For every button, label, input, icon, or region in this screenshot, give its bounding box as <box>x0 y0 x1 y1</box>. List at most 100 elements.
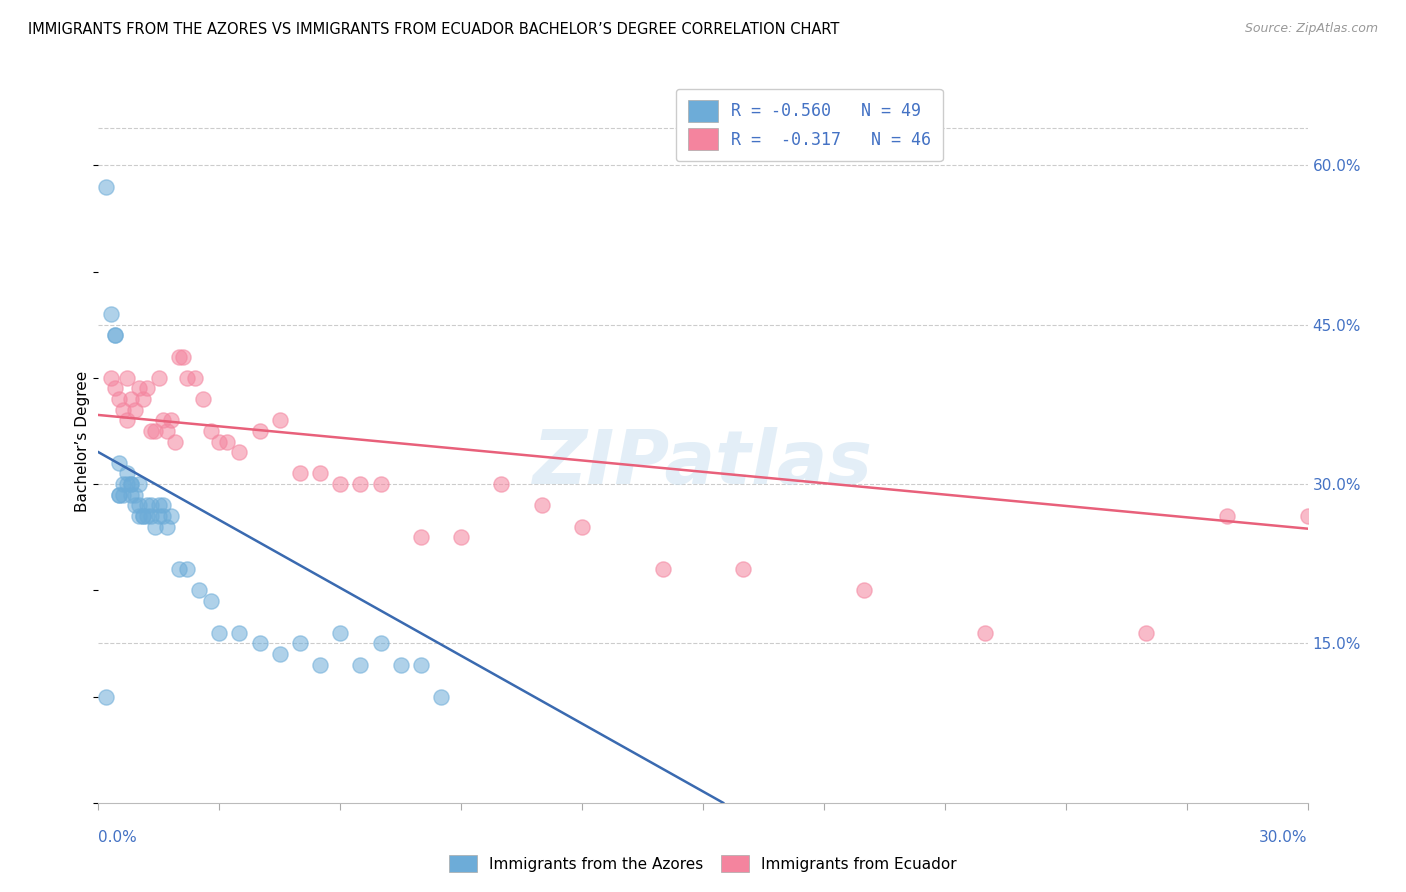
Text: ZIPatlas: ZIPatlas <box>533 426 873 500</box>
Text: IMMIGRANTS FROM THE AZORES VS IMMIGRANTS FROM ECUADOR BACHELOR’S DEGREE CORRELAT: IMMIGRANTS FROM THE AZORES VS IMMIGRANTS… <box>28 22 839 37</box>
Point <box>853 583 876 598</box>
Point <box>200 424 222 438</box>
Point <box>491 477 513 491</box>
Point <box>115 467 138 481</box>
Point <box>269 413 291 427</box>
Point <box>450 530 472 544</box>
Y-axis label: Bachelor’s Degree: Bachelor’s Degree <box>75 371 90 512</box>
Point <box>249 424 271 438</box>
Point <box>107 488 129 502</box>
Point <box>389 657 412 672</box>
Point <box>329 477 352 491</box>
Point <box>309 467 332 481</box>
Text: Source: ZipAtlas.com: Source: ZipAtlas.com <box>1244 22 1378 36</box>
Point <box>139 508 162 523</box>
Point <box>349 477 371 491</box>
Point <box>200 594 222 608</box>
Point <box>107 392 129 406</box>
Point <box>103 328 125 343</box>
Point <box>124 498 146 512</box>
Text: 30.0%: 30.0% <box>1260 830 1308 845</box>
Point <box>111 402 134 417</box>
Point <box>115 477 138 491</box>
Point <box>111 488 134 502</box>
Point <box>430 690 453 704</box>
Point <box>152 508 174 523</box>
Point <box>107 456 129 470</box>
Point <box>370 636 392 650</box>
Point <box>409 657 432 672</box>
Point <box>100 307 122 321</box>
Point <box>1216 508 1239 523</box>
Point <box>120 477 142 491</box>
Point <box>160 508 183 523</box>
Point <box>107 488 129 502</box>
Point <box>176 371 198 385</box>
Point <box>193 392 215 406</box>
Point <box>152 498 174 512</box>
Point <box>128 477 150 491</box>
Point <box>329 625 352 640</box>
Point <box>128 381 150 395</box>
Point <box>208 434 231 449</box>
Point <box>124 488 146 502</box>
Point <box>651 562 673 576</box>
Point <box>409 530 432 544</box>
Point <box>228 625 250 640</box>
Point <box>156 424 179 438</box>
Point <box>96 179 118 194</box>
Point <box>188 583 211 598</box>
Point <box>172 350 194 364</box>
Point <box>974 625 997 640</box>
Point <box>288 636 311 650</box>
Point <box>103 328 125 343</box>
Point <box>571 519 593 533</box>
Point <box>288 467 311 481</box>
Point <box>96 690 118 704</box>
Point <box>228 445 250 459</box>
Point <box>135 508 157 523</box>
Point <box>148 508 170 523</box>
Point <box>132 392 155 406</box>
Point <box>309 657 332 672</box>
Point <box>1296 508 1319 523</box>
Point <box>139 498 162 512</box>
Point <box>349 657 371 672</box>
Point <box>530 498 553 512</box>
Point <box>128 498 150 512</box>
Point <box>115 371 138 385</box>
Point <box>103 381 125 395</box>
Legend: R = -0.560   N = 49, R =  -0.317   N = 46: R = -0.560 N = 49, R = -0.317 N = 46 <box>676 88 942 161</box>
Point <box>176 562 198 576</box>
Point <box>217 434 239 449</box>
Point <box>132 508 155 523</box>
Point <box>139 424 162 438</box>
Point <box>160 413 183 427</box>
Point <box>1135 625 1157 640</box>
Point <box>167 562 190 576</box>
Point <box>184 371 207 385</box>
Point <box>120 488 142 502</box>
Point <box>156 519 179 533</box>
Point <box>132 508 155 523</box>
Point <box>143 519 166 533</box>
Point <box>370 477 392 491</box>
Point <box>249 636 271 650</box>
Text: 0.0%: 0.0% <box>98 830 138 845</box>
Point <box>167 350 190 364</box>
Point <box>120 477 142 491</box>
Point <box>115 413 138 427</box>
Point <box>208 625 231 640</box>
Point <box>124 402 146 417</box>
Point <box>135 381 157 395</box>
Point <box>269 647 291 661</box>
Point <box>733 562 755 576</box>
Point <box>120 392 142 406</box>
Point <box>148 498 170 512</box>
Legend: Immigrants from the Azores, Immigrants from Ecuador: Immigrants from the Azores, Immigrants f… <box>441 847 965 880</box>
Point <box>100 371 122 385</box>
Point <box>152 413 174 427</box>
Point <box>111 477 134 491</box>
Point <box>148 371 170 385</box>
Point <box>163 434 186 449</box>
